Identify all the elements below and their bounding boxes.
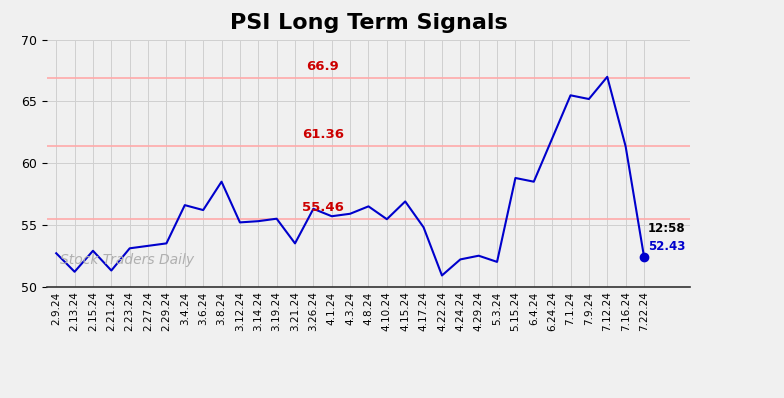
Title: PSI Long Term Signals: PSI Long Term Signals <box>230 13 507 33</box>
Text: 55.46: 55.46 <box>302 201 344 214</box>
Text: 66.9: 66.9 <box>307 60 339 73</box>
Text: 61.36: 61.36 <box>302 129 344 141</box>
Text: 52.43: 52.43 <box>648 240 685 254</box>
Text: Stock Traders Daily: Stock Traders Daily <box>60 253 194 267</box>
Text: 12:58: 12:58 <box>648 222 685 235</box>
